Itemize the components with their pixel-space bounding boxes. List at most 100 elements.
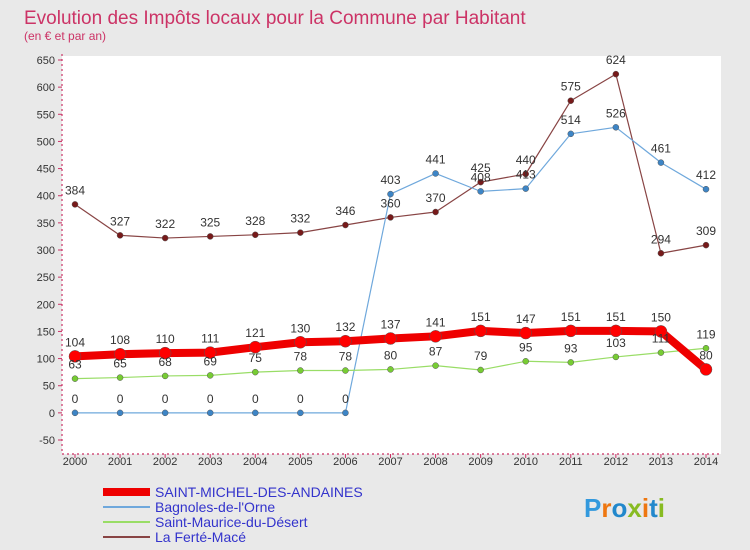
x-tick-label: 2010 [513,456,537,468]
data-label: 294 [651,232,671,246]
x-tick-label: 2009 [468,456,492,468]
data-point [68,350,82,363]
data-label: 80 [384,348,398,362]
data-label: 360 [380,196,400,210]
data-point [252,368,259,376]
data-label: 132 [335,320,355,334]
legend-label-0: SAINT-MICHEL-DES-ANDAINES [155,484,363,500]
data-point [252,409,259,417]
x-tick-label: 2008 [423,456,447,468]
x-tick-label: 2005 [288,456,312,468]
data-label: 441 [426,152,446,166]
data-label: 575 [561,80,581,94]
y-tick-label: 50 [43,381,55,393]
data-label: 87 [429,345,443,359]
data-label: 80 [699,348,713,362]
y-tick-label: 350 [37,218,55,230]
data-point [161,372,169,380]
data-label: 79 [474,349,488,363]
legend-label-3: La Ferté-Macé [155,529,246,545]
data-label: 147 [516,312,536,326]
data-label: 0 [117,392,124,406]
x-tick-label: 2003 [198,456,222,468]
data-point [252,231,259,239]
y-tick-label: 200 [37,299,55,311]
chart-subtitle: (en € et par an) [24,29,106,43]
data-point [432,208,439,216]
data-point [297,229,304,236]
data-point [477,178,484,186]
data-label: 403 [380,173,400,187]
y-tick-label: 300 [37,245,55,257]
data-label: 384 [65,183,85,197]
x-tick-label: 2001 [108,456,132,468]
data-point [339,334,352,348]
data-label: 325 [200,215,220,229]
data-label: 130 [290,321,310,335]
data-label: 111 [201,332,220,346]
x-tick-label: 2000 [63,456,87,468]
data-label: 103 [606,336,626,350]
data-point [432,362,439,369]
data-point [206,372,214,379]
data-label: 408 [471,170,491,184]
data-point [387,190,394,198]
data-point [342,221,349,229]
data-point [567,130,575,138]
data-point [116,374,124,381]
data-point [294,336,307,349]
data-point [158,346,172,360]
data-point [429,330,442,343]
y-tick-label: 100 [37,354,55,366]
data-label: 425 [471,161,491,175]
data-point [387,214,394,221]
data-label: 370 [426,191,446,205]
data-label: 309 [696,224,716,238]
data-label: 137 [380,317,400,331]
data-point [474,324,487,338]
x-tick-label: 2014 [694,456,718,468]
data-label: 78 [339,350,353,364]
data-point [113,347,127,361]
data-point [657,349,665,356]
data-point [702,345,710,352]
y-tick-label: 400 [37,191,55,203]
data-label: 108 [110,333,130,347]
plot-area [62,56,721,454]
data-point [522,170,529,178]
data-point [161,409,169,417]
data-point [612,124,620,131]
data-point [657,159,665,166]
data-label: 150 [651,310,671,324]
data-point [702,241,710,249]
data-point [342,409,349,417]
x-tick-label: 2007 [378,456,402,468]
data-point [564,324,578,338]
x-tick-label: 2013 [649,456,673,468]
data-label: 151 [471,310,491,324]
data-label: 412 [696,168,716,182]
data-label: 328 [245,214,265,228]
data-point [612,70,620,78]
chart-title: Evolution des Impôts locaux pour la Comm… [24,8,526,29]
data-point [342,367,349,374]
data-point [609,324,623,338]
data-label: 151 [606,310,626,324]
data-label: 322 [155,217,175,231]
data-point [654,325,668,338]
data-label: 0 [342,392,349,406]
data-label: 151 [561,310,581,324]
y-tick-label: 550 [37,109,55,121]
data-label: 514 [561,113,581,127]
data-point [522,185,529,192]
data-label: 69 [204,354,218,368]
data-label: 111 [652,332,671,346]
data-label: 0 [207,392,214,406]
data-label: 78 [294,350,308,364]
data-label: 461 [651,142,671,156]
data-point [384,332,397,345]
data-label: 65 [113,357,127,371]
y-tick-label: 250 [37,272,55,284]
data-label: 526 [606,106,626,120]
